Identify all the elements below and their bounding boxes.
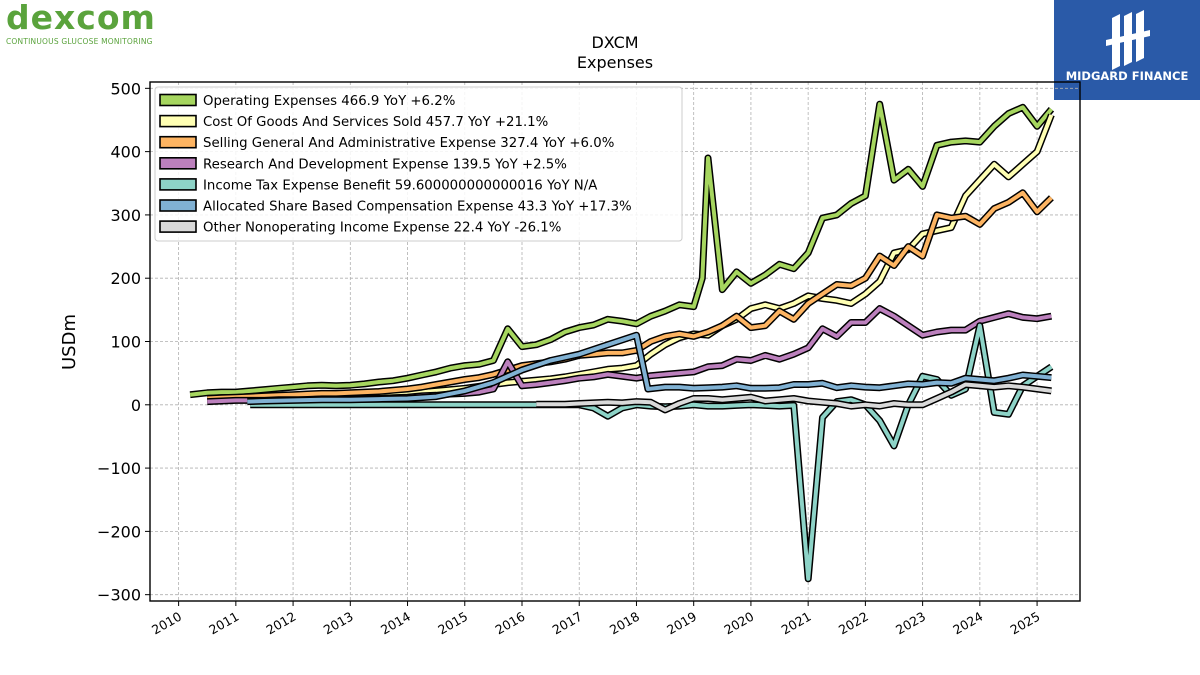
series-lines [189, 100, 1055, 583]
chart-subtitle: Expenses [577, 53, 653, 72]
y-tick-label: −200 [97, 522, 141, 541]
x-tick-label: 2023 [893, 609, 928, 638]
legend-swatch [159, 93, 197, 107]
legend-label: Other Nonoperating Income Expense 22.4 Y… [203, 221, 561, 236]
legend-label: Operating Expenses 466.9 YoY +6.2% [203, 94, 455, 109]
y-tick-label: −100 [97, 459, 141, 478]
series-line-stroke [189, 102, 1053, 397]
legend-label: Cost Of Goods And Services Sold 457.7 Yo… [203, 115, 548, 130]
legend-swatch [159, 199, 197, 212]
y-tick-label: 500 [110, 79, 141, 98]
x-tick-label: 2010 [149, 609, 184, 638]
series-line-stroke [247, 333, 1052, 404]
legend-label: Allocated Share Based Compensation Expen… [203, 200, 632, 215]
x-tick-label: 2024 [950, 609, 985, 638]
y-axis-label: USDm [59, 314, 80, 370]
series-line [247, 331, 1052, 406]
midgard-finance-name: MIDGARD FINANCE [1065, 69, 1189, 83]
x-tick-label: 2019 [664, 609, 699, 638]
chart-title: DXCM [591, 33, 638, 52]
legend-swatch [159, 114, 197, 128]
legend-box [154, 86, 683, 242]
dexcom-logo-tagline: CONTINUOUS GLUCOSE MONITORING [6, 37, 153, 46]
series-line [250, 322, 1054, 583]
dexcom-logo: dexcom CONTINUOUS GLUCOSE MONITORING [6, 0, 156, 46]
y-tick-label: 300 [110, 206, 141, 225]
x-tick-label: 2018 [607, 609, 642, 638]
midgard-emblem-icon [1106, 10, 1150, 70]
midgard-finance-logo: MIDGARD FINANCE [1054, 0, 1200, 100]
y-tick-label: 200 [110, 269, 141, 288]
series-line [207, 189, 1054, 402]
legend-swatch [159, 220, 197, 233]
legend-label: Income Tax Expense Benefit 59.6000000000… [203, 178, 597, 193]
series-line-stroke [207, 190, 1053, 401]
series-line-outline [250, 322, 1054, 583]
y-tick-label: 400 [110, 143, 141, 162]
x-tick-label: 2012 [264, 609, 299, 638]
series-line [189, 100, 1055, 399]
y-tick-label: −300 [97, 586, 141, 605]
x-tick-label: 2022 [836, 609, 871, 638]
x-tick-label: 2011 [206, 609, 241, 638]
x-tick-label: 2016 [492, 609, 527, 638]
legend-swatch [159, 157, 197, 170]
legend-label: Research And Development Expense 139.5 Y… [203, 157, 567, 172]
y-tick-label: 100 [110, 333, 141, 352]
x-tick-label: 2013 [321, 609, 356, 638]
series-line-stroke [536, 382, 1052, 412]
x-tick-label: 2017 [550, 609, 585, 638]
legend-label: Selling General And Administrative Expen… [203, 136, 614, 151]
x-tick-label: 2014 [378, 609, 413, 638]
series-line-stroke [250, 323, 1053, 581]
y-tick-label: 0 [131, 396, 141, 415]
x-tick-label: 2020 [721, 609, 756, 638]
x-tick-label: 2025 [1008, 609, 1043, 638]
legend: Operating Expenses 466.9 YoY +6.2% Cost O… [154, 86, 683, 242]
series-line [536, 381, 1052, 414]
x-tick-label: 2015 [435, 609, 470, 638]
legend-swatch [159, 178, 197, 191]
legend-swatch [159, 135, 197, 149]
dexcom-logo-wordmark: dexcom [6, 0, 156, 37]
x-tick-label: 2021 [779, 609, 814, 638]
